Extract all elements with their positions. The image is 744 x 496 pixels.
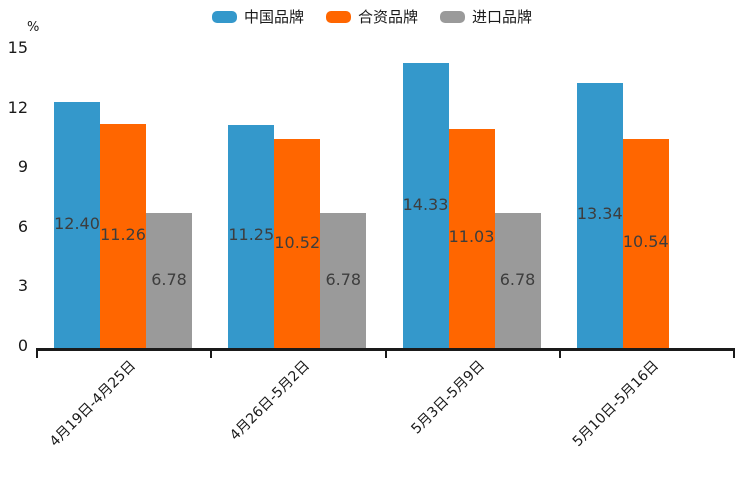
bar-value-label: 12.40 [54, 213, 100, 233]
bar-value-label: 6.78 [151, 269, 187, 289]
x-axis-tick [384, 350, 387, 358]
y-tick-label: 12 [7, 97, 28, 117]
x-axis-tick [210, 350, 213, 358]
legend-swatch-icon [325, 11, 351, 23]
y-tick-label: 9 [17, 157, 28, 177]
legend-item-2: 进口品牌 [440, 8, 532, 26]
legend-label: 合资品牌 [357, 8, 418, 26]
legend-swatch-icon [211, 11, 237, 23]
bar-进口品牌-1 [320, 213, 367, 348]
bar-中国品牌-0 [54, 101, 100, 348]
y-tick-label: 0 [17, 336, 28, 355]
bar-value-label: 10.54 [622, 232, 669, 252]
x-axis-tick [558, 350, 561, 358]
bar-合资品牌-0 [100, 124, 146, 348]
bar-value-label: 11.26 [100, 225, 146, 245]
bar-value-label: 6.78 [499, 269, 536, 289]
bar-合资品牌-3 [622, 138, 669, 348]
legend-swatch-icon [440, 11, 465, 23]
x-category-label: 4月19日-4月25日 [46, 357, 140, 450]
bar-value-label: 6.78 [325, 269, 362, 289]
x-category-label: 4月26日-5月2日 [227, 357, 314, 444]
bar-进口品牌-2 [494, 213, 541, 348]
bar-value-label: 13.34 [576, 204, 623, 224]
bar-value-label: 14.33 [402, 194, 449, 214]
bar-value-label: 11.03 [448, 227, 495, 247]
legend-item-1: 合资品牌 [325, 8, 418, 26]
bar-中国品牌-2 [402, 63, 449, 348]
x-axis-line [36, 348, 735, 351]
bar-合资品牌-1 [274, 139, 321, 348]
bar-进口品牌-0 [146, 213, 192, 348]
x-category-label: 5月10日-5月16日 [569, 357, 662, 450]
x-axis-tick [36, 350, 38, 358]
x-category-label: 5月3日-5月9日 [407, 357, 488, 438]
bar-合资品牌-2 [448, 128, 495, 348]
chart-legend: 中国品牌 合资品牌 进口品牌 [0, 8, 744, 26]
legend-label: 进口品牌 [472, 8, 533, 26]
y-axis-unit-label: % [27, 20, 40, 35]
x-axis-tick [733, 350, 735, 358]
bar-value-label: 11.25 [228, 225, 275, 245]
y-tick-label: 3 [17, 276, 28, 296]
y-tick-label: 6 [17, 216, 28, 236]
legend-label: 中国品牌 [243, 8, 304, 26]
legend-item-0: 中国品牌 [211, 8, 304, 26]
y-tick-label: 15 [7, 38, 28, 57]
bar-中国品牌-3 [576, 82, 623, 348]
bar-value-label: 10.52 [274, 232, 321, 252]
bar-中国品牌-1 [228, 124, 275, 348]
